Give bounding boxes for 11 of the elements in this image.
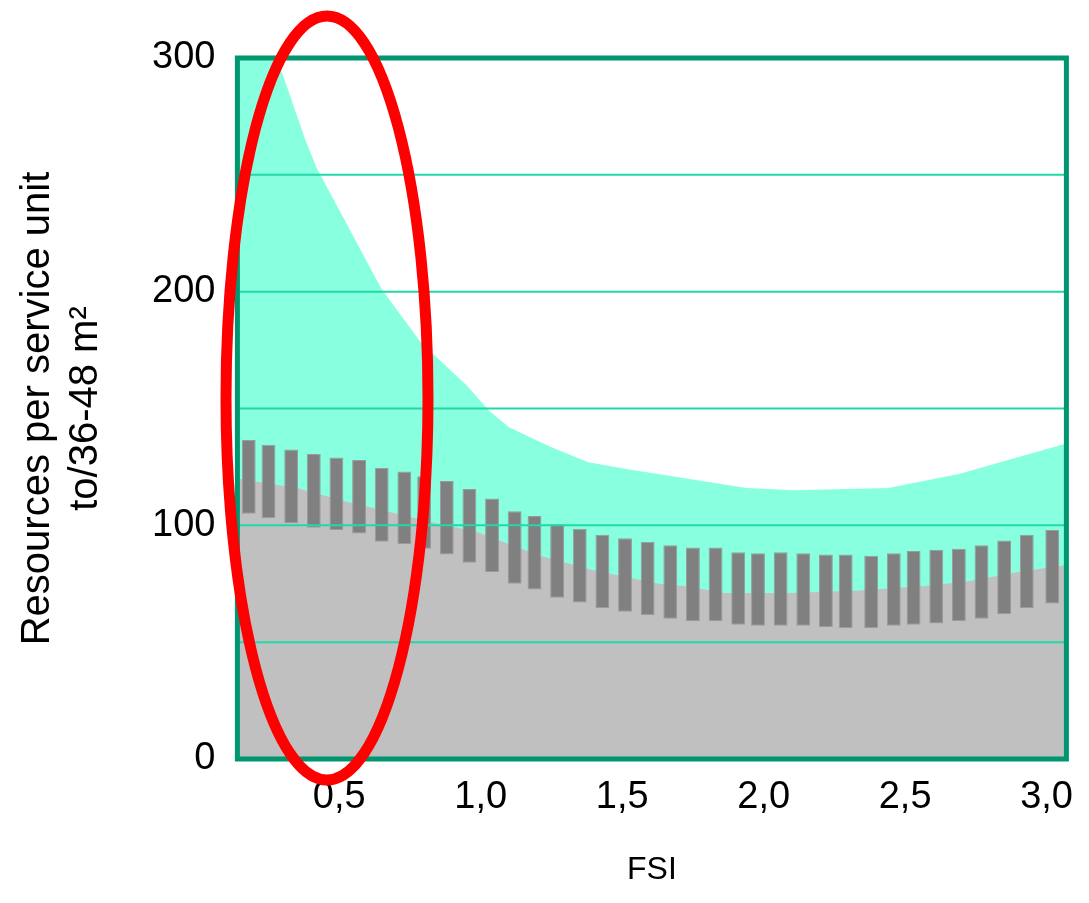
x-tick-label: 2,0 [737,774,791,817]
x-tick-label: 1,5 [595,774,649,817]
x-axis-title: FSI [627,849,677,886]
x-tick-label: 3,0 [1020,774,1073,817]
y-tick-label: 300 [152,34,216,77]
x-tick-label: 1,0 [454,774,508,817]
y-tick-label: 0 [194,735,216,778]
y-axis-title: Resources per service unit to/36-48 m² [13,171,106,646]
x-tick-label: 2,5 [878,774,932,817]
y-tick-label: 100 [152,501,216,544]
y-tick-label: 200 [152,268,216,311]
